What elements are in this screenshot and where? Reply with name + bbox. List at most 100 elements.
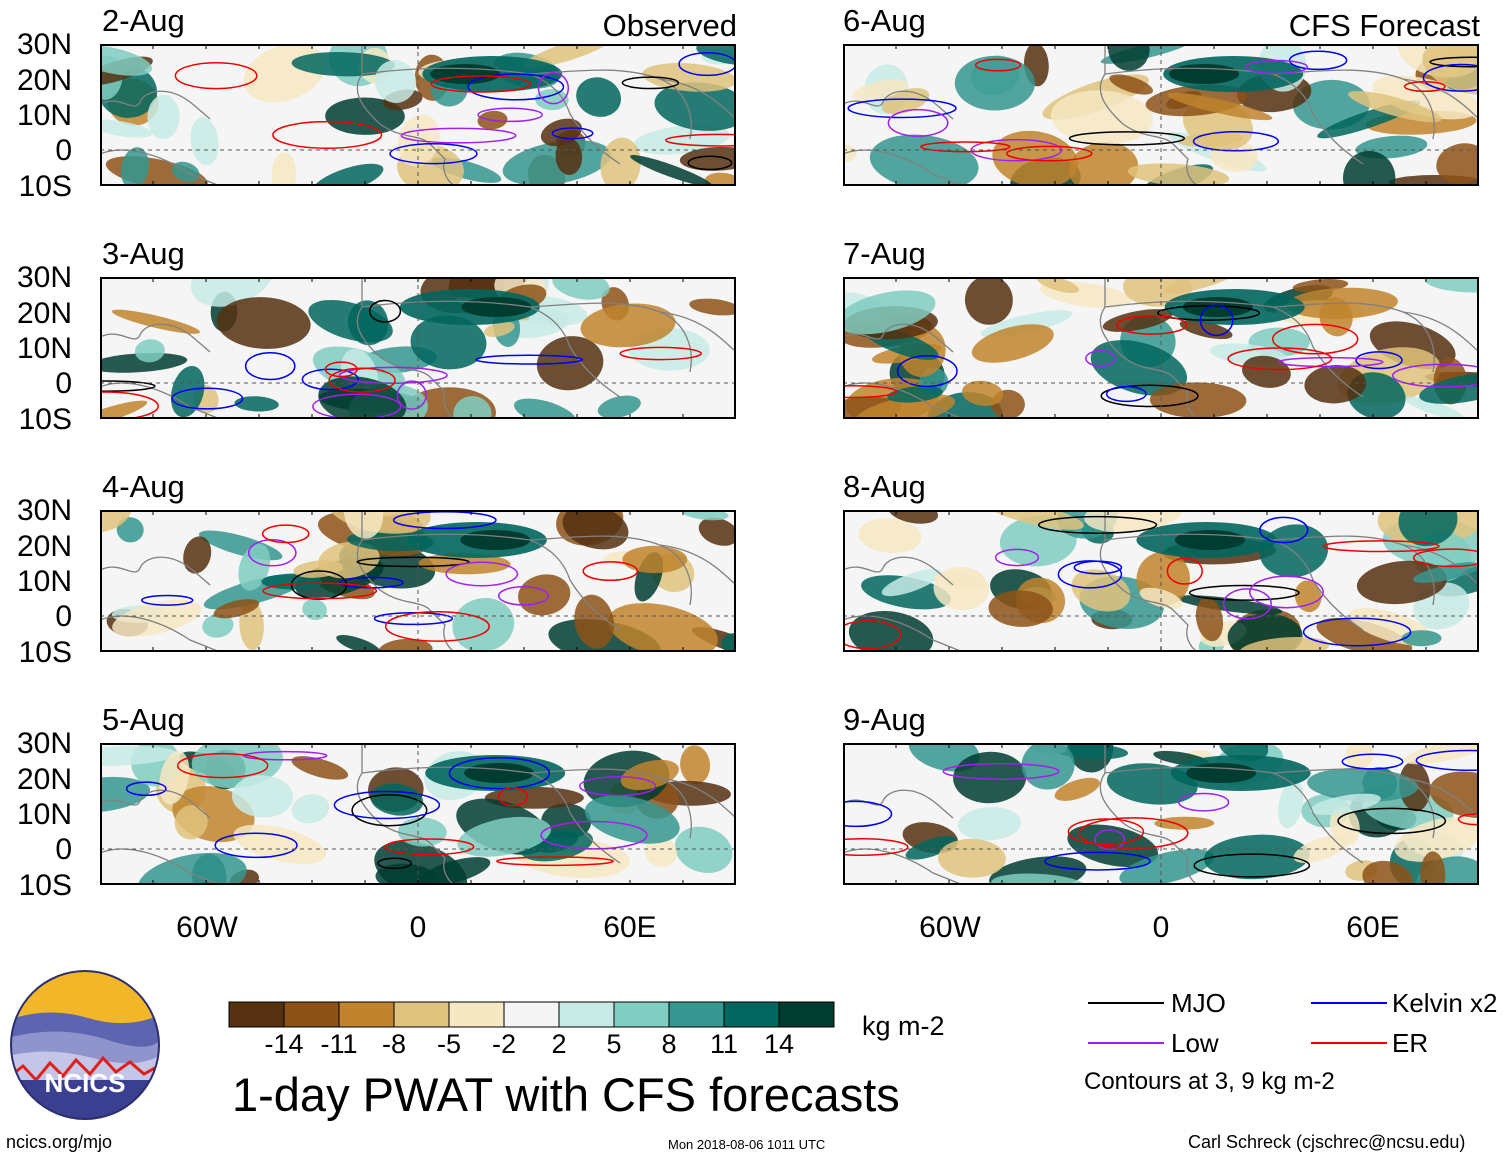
feature-contour: [1105, 385, 1147, 403]
feature-contour: [664, 133, 736, 147]
anomaly-patch: [535, 89, 569, 111]
coastline: [100, 149, 221, 186]
anomaly-patch: [430, 64, 501, 84]
logo-text: NCICS: [45, 1068, 126, 1098]
anomaly-patch: [954, 55, 1035, 111]
feature-contour: [1415, 749, 1479, 772]
colorbar-tick-label: -5: [436, 1029, 461, 1059]
figure-title: 1-day PWAT with CFS forecasts: [232, 1068, 900, 1121]
panel-date-left-1: 2-Aug: [102, 3, 185, 38]
anomaly-patch: [291, 794, 330, 824]
feature-contour: [843, 838, 909, 856]
coastline: [361, 533, 621, 631]
anomaly-patch: [680, 745, 711, 785]
coastline: [1104, 533, 1364, 631]
feature-contour: [1429, 56, 1479, 68]
anomaly-patch: [1239, 636, 1330, 652]
feature-contour: [1322, 540, 1440, 553]
anomaly-patch: [1394, 816, 1479, 862]
x-tick-label: 60W: [176, 911, 238, 944]
x-tick-label: 60W: [919, 911, 981, 944]
feature-contour: [1078, 817, 1189, 850]
feature-contour: [1193, 853, 1311, 878]
anomaly-patch: [238, 543, 271, 591]
anomaly-patch: [1174, 530, 1245, 550]
anomaly-patch: [574, 594, 615, 649]
feature-contour: [389, 143, 478, 165]
feature-contour: [377, 857, 412, 870]
anomaly-patch: [1420, 851, 1446, 885]
anomaly-patch: [147, 94, 180, 140]
anomaly-patch: [1316, 618, 1413, 652]
y-tick-label: 20N: [16, 530, 72, 563]
anomaly-patch: [1203, 834, 1310, 880]
anomaly-patch: [100, 353, 188, 373]
anomaly-patch: [855, 394, 956, 419]
colorbar-swatch: [558, 1001, 615, 1028]
anomaly-patch: [524, 44, 613, 68]
legend-label-low: Low: [1171, 1028, 1219, 1058]
feature-contour: [384, 838, 475, 856]
map-panel-fcst-4: [843, 743, 1479, 885]
feature-contour: [843, 384, 898, 399]
y-tick-label: 0: [55, 600, 72, 633]
feature-contour: [1288, 50, 1348, 71]
anomaly-patch: [1404, 396, 1463, 419]
feature-contour: [974, 58, 1022, 72]
anomaly-patch: [933, 566, 990, 611]
feature-contour: [475, 354, 584, 365]
colorbar-swatch: [338, 1001, 395, 1028]
coastline: [843, 382, 964, 419]
colorbar-tick-label: 11: [709, 1029, 739, 1059]
feature-contour: [1085, 350, 1116, 367]
feature-contour: [537, 72, 570, 105]
y-tick-label: 0: [55, 134, 72, 167]
panel-date-right-1: 6-Aug: [843, 3, 926, 38]
anomaly-patch: [983, 510, 1084, 530]
feature-contour: [497, 585, 550, 606]
anomaly-patch: [231, 775, 294, 818]
coastline: [1099, 743, 1200, 885]
feature-contour: [247, 539, 297, 567]
coastline: [361, 300, 621, 398]
anomaly-patch: [1362, 860, 1413, 885]
y-tick-label: 10N: [16, 565, 72, 598]
anomaly-patch: [1401, 630, 1442, 647]
anomaly-patch: [1429, 771, 1479, 819]
y-tick-label: 10N: [16, 798, 72, 831]
feature-contour: [174, 62, 258, 90]
anomaly-patch: [1154, 816, 1215, 830]
anomaly-patch: [1293, 835, 1349, 863]
feature-contour: [100, 391, 159, 419]
feature-contour: [1192, 131, 1280, 152]
anomaly-patch: [964, 277, 1013, 325]
x-tick-label: 60E: [1346, 911, 1400, 944]
anomaly-patch: [1108, 44, 1150, 71]
anomaly-patch: [483, 321, 515, 337]
y-tick-label: 20N: [16, 64, 72, 97]
anomaly-patch: [1219, 743, 1269, 762]
feature-contour: [551, 127, 594, 140]
coastline: [100, 848, 221, 885]
anomaly-patch: [584, 795, 680, 844]
map-frame: [100, 743, 736, 885]
feature-contour: [843, 800, 893, 828]
panel-date-left-4: 5-Aug: [102, 702, 185, 737]
map-panel-obs-2: [100, 277, 736, 419]
coastline: [843, 556, 954, 586]
feature-contour: [1006, 145, 1093, 162]
feature-contour: [687, 155, 733, 171]
anomaly-patch: [843, 290, 936, 335]
feature-contour: [261, 524, 310, 544]
feature-contour: [1068, 131, 1186, 146]
feature-contour: [301, 368, 359, 391]
anomaly-patch: [1119, 849, 1215, 885]
map-panel-fcst-1: [843, 44, 1479, 186]
colorbar-swatch: [723, 1001, 780, 1028]
anomaly-patch: [622, 545, 688, 574]
feature-contour: [920, 141, 1011, 153]
feature-contour: [400, 127, 517, 144]
feature-contour: [1222, 588, 1272, 620]
legend-line-low: [1088, 1042, 1164, 1044]
feature-contour: [125, 781, 167, 797]
